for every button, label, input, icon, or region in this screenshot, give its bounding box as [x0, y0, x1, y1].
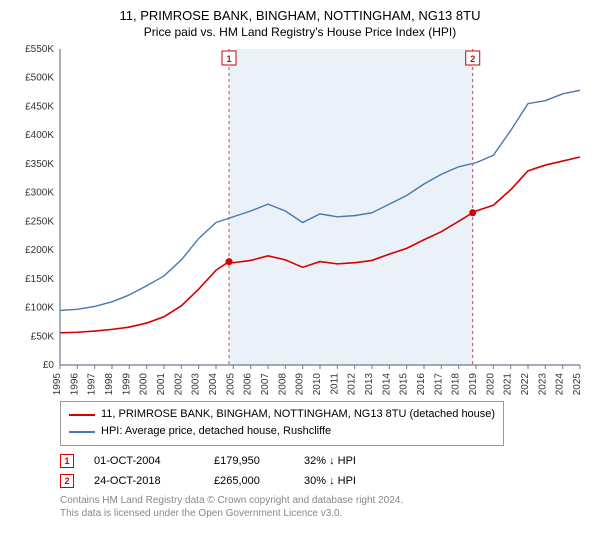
x-tick-label: 2020 [485, 372, 496, 394]
x-tick-label: 2006 [243, 372, 254, 394]
marker-row: 1 01-OCT-2004 £179,950 32% ↓ HPI [60, 454, 584, 468]
marker-row-date: 01-OCT-2004 [94, 455, 194, 467]
marker-row-price: £179,950 [214, 455, 284, 467]
x-tick-label: 2017 [433, 372, 444, 394]
chart-container: 11, PRIMROSE BANK, BINGHAM, NOTTINGHAM, … [0, 0, 600, 560]
marker-dot [226, 258, 233, 265]
legend-item: 11, PRIMROSE BANK, BINGHAM, NOTTINGHAM, … [69, 406, 495, 424]
x-tick-label: 2014 [381, 372, 392, 394]
x-tick-label: 2013 [364, 372, 375, 394]
y-tick-label: £0 [43, 360, 55, 371]
marker-table: 1 01-OCT-2004 £179,950 32% ↓ HPI 2 24-OCT-201… [60, 454, 584, 488]
y-tick-label: £150K [25, 274, 54, 285]
x-tick-label: 1996 [69, 372, 80, 394]
marker-row-price: £265,000 [214, 475, 284, 487]
x-tick-label: 2018 [451, 372, 462, 394]
legend-label: 11, PRIMROSE BANK, BINGHAM, NOTTINGHAM, … [101, 406, 495, 424]
legend-item: HPI: Average price, detached house, Rush… [69, 423, 495, 441]
x-tick-label: 2011 [329, 372, 340, 394]
marker-badge-number: 1 [226, 54, 231, 64]
y-tick-label: £300K [25, 188, 54, 199]
line-chart: £0 £50K £100K £150K £200K £250K £300K £350K £400… [16, 45, 584, 395]
marker-row-badge: 2 [60, 474, 74, 488]
x-tick-label: 2012 [347, 372, 358, 394]
y-tick-label: £100K [25, 302, 54, 313]
x-tick-label: 1998 [104, 372, 115, 394]
marker-badge-number: 2 [470, 54, 475, 64]
y-tick-label: £550K [25, 45, 54, 55]
legend-label: HPI: Average price, detached house, Rush… [101, 423, 331, 441]
y-tick-label: £50K [31, 331, 55, 342]
x-tick-label: 2002 [173, 372, 184, 394]
shaded-band [229, 49, 473, 365]
marker-row-badge: 1 [60, 454, 74, 468]
y-tick-label: £200K [25, 245, 54, 256]
chart-subtitle: Price paid vs. HM Land Registry's House … [16, 25, 584, 39]
x-tick-label: 2000 [139, 372, 150, 394]
x-tick-label: 2001 [156, 372, 167, 394]
x-tick-label: 2021 [503, 372, 514, 394]
y-tick-label: £250K [25, 216, 54, 227]
x-tick-label: 2019 [468, 372, 479, 394]
x-tick-label: 2003 [191, 372, 202, 394]
y-tick-label: £350K [25, 159, 54, 170]
x-tick-label: 2016 [416, 372, 427, 394]
legend-swatch [69, 414, 95, 416]
x-tick-label: 1997 [87, 372, 98, 394]
x-tick-label: 2007 [260, 372, 271, 394]
x-tick-label: 2004 [208, 372, 219, 394]
y-tick-label: £500K [25, 73, 54, 84]
marker-dot [469, 209, 476, 216]
x-tick-label: 2024 [555, 372, 566, 394]
footer-attribution: Contains HM Land Registry data © Crown c… [60, 494, 584, 520]
x-tick-label: 2023 [537, 372, 548, 394]
x-tick-label: 2008 [277, 372, 288, 394]
x-tick-label: 2010 [312, 372, 323, 394]
legend: 11, PRIMROSE BANK, BINGHAM, NOTTINGHAM, … [60, 401, 504, 446]
x-tick-label: 1995 [52, 372, 63, 394]
marker-row-pct: 32% ↓ HPI [304, 455, 394, 467]
x-tick-label: 2022 [520, 372, 531, 394]
x-tick-label: 2015 [399, 372, 410, 394]
marker-row-date: 24-OCT-2018 [94, 475, 194, 487]
x-tick-label: 2025 [572, 372, 583, 394]
legend-swatch [69, 431, 95, 433]
marker-row: 2 24-OCT-2018 £265,000 30% ↓ HPI [60, 474, 584, 488]
x-tick-label: 2009 [295, 372, 306, 394]
x-tick-label: 2005 [225, 372, 236, 394]
footer-line-2: This data is licensed under the Open Gov… [60, 507, 584, 520]
y-tick-label: £450K [25, 101, 54, 112]
x-tick-label: 1999 [121, 372, 132, 394]
y-tick-label: £400K [25, 130, 54, 141]
marker-row-pct: 30% ↓ HPI [304, 475, 394, 487]
chart-title: 11, PRIMROSE BANK, BINGHAM, NOTTINGHAM, … [16, 8, 584, 25]
footer-line-1: Contains HM Land Registry data © Crown c… [60, 494, 584, 507]
chart-area: £0 £50K £100K £150K £200K £250K £300K £350K £400… [16, 45, 584, 395]
